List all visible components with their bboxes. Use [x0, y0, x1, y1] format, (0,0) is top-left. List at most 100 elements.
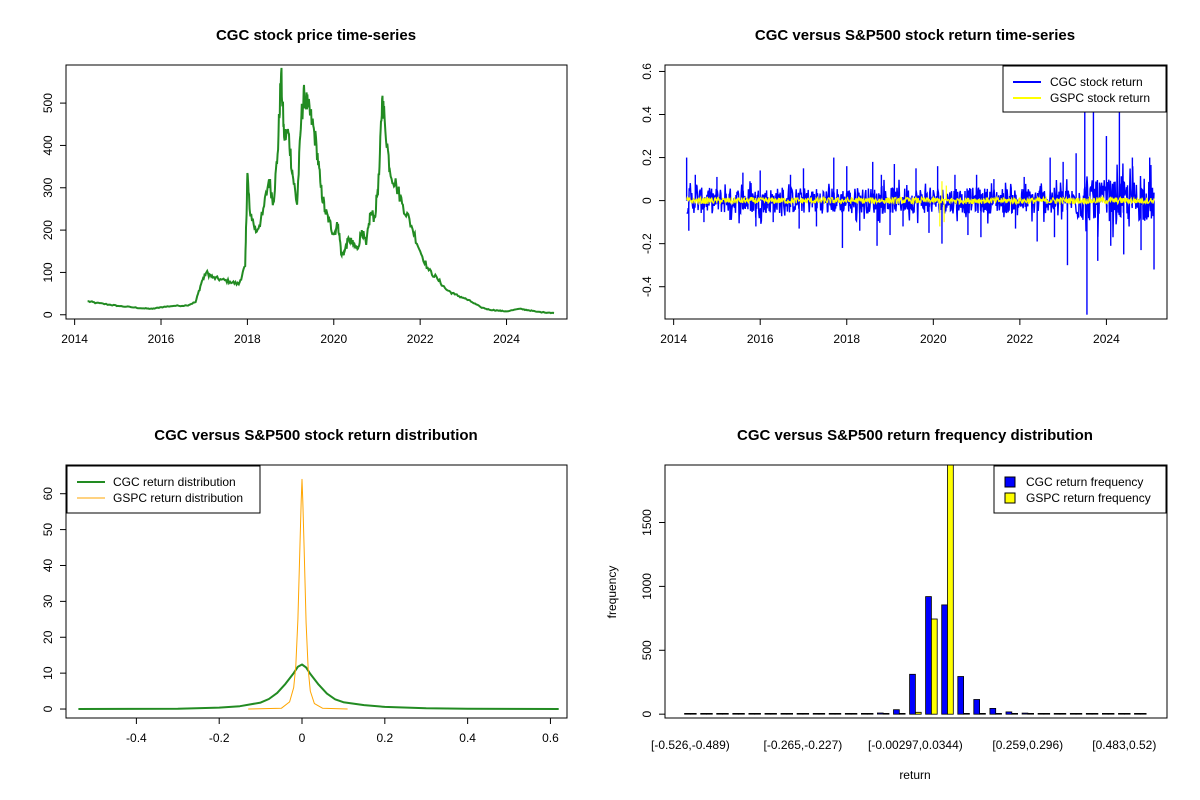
y-tick-label: -0.4 — [640, 276, 654, 297]
cgc-frequency-bar — [1037, 713, 1045, 715]
x-tick-label: 2016 — [148, 332, 175, 346]
x-tick-label: 2014 — [660, 332, 687, 346]
legend-box — [66, 465, 261, 514]
gspc-frequency-bar — [1091, 713, 1099, 715]
legend-label-gspc: GSPC return distribution — [113, 491, 243, 505]
x-tick-label: 2014 — [61, 332, 88, 346]
gspc-frequency-bar — [866, 713, 874, 715]
x-tick-label: [0.483,0.52) — [1092, 738, 1156, 752]
y-tick-label: 0.4 — [640, 106, 654, 123]
y-axis: 0 100 200 300 400 500 — [41, 93, 66, 318]
x-tick-label: 2022 — [1007, 332, 1034, 346]
cgc-frequency-bar — [909, 673, 916, 715]
y-tick-label: 0.2 — [640, 149, 654, 166]
x-tick-label: 0.4 — [459, 731, 476, 745]
cgc-frequency-bar — [796, 713, 804, 715]
legend-label-gspc: GSPC stock return — [1050, 91, 1150, 105]
gspc-frequency-bar — [754, 713, 761, 715]
y-tick-label: 300 — [41, 177, 55, 197]
x-tick-label: [-0.265,-0.227) — [764, 738, 843, 752]
gspc-frequency-bar — [690, 713, 697, 715]
plot-frame — [65, 64, 568, 320]
legend-label-gspc: GSPC return frequency — [1026, 491, 1151, 505]
x-tick-label: 2018 — [833, 332, 860, 346]
cgc-frequency-bar — [1085, 713, 1093, 715]
y-tick-label: 0 — [640, 197, 654, 204]
y-tick-label: 1000 — [640, 573, 654, 600]
gspc-frequency-bar — [722, 713, 729, 715]
cgc-frequency-bar — [748, 713, 756, 715]
x-tick-label: 0.2 — [376, 731, 393, 745]
y-tick-label: 30 — [41, 594, 55, 608]
legend-label-cgc: CGC return distribution — [113, 475, 236, 489]
y-tick-label: 1500 — [640, 509, 654, 536]
y-axis: -0.4 -0.2 0 0.2 0.4 0.6 — [640, 63, 665, 297]
gspc-frequency-bar — [1059, 713, 1067, 715]
gspc-return-line — [686, 195, 1155, 206]
cgc-frequency-bar — [780, 713, 788, 715]
cgc-frequency-bar — [812, 713, 820, 715]
y-axis: 0 500 1000 1500 — [640, 509, 665, 718]
cgc-frequency-bar — [732, 713, 739, 715]
cgc-frequency-bar — [764, 713, 772, 715]
gspc-frequency-bar — [738, 713, 745, 715]
cgc-return-line — [686, 163, 1155, 238]
gspc-frequency-bar — [802, 713, 810, 715]
cgc-frequency-bar — [877, 712, 884, 715]
plot-frame — [65, 464, 568, 719]
gspc-frequency-bar — [818, 713, 826, 715]
x-tick-label: -0.4 — [126, 731, 147, 745]
legend: CGC return frequency GSPC return frequen… — [993, 465, 1167, 514]
gspc-frequency-bar — [898, 713, 906, 715]
x-tick-label: [-0.526,-0.489) — [651, 738, 730, 752]
y-axis-label: frequency — [605, 566, 619, 619]
y-tick-label: 50 — [41, 523, 55, 537]
y-tick-label: 20 — [41, 630, 55, 644]
x-tick-label: [0.259,0.296) — [992, 738, 1063, 752]
x-axis: 2014 2016 2018 2020 2022 2024 — [61, 319, 520, 346]
gspc-frequency-bar — [786, 713, 793, 715]
cgc-frequency-bar — [1134, 713, 1141, 715]
legend-box — [1002, 65, 1167, 113]
y-tick-label: 60 — [41, 487, 55, 501]
y-tick-label: 0 — [41, 311, 55, 318]
cgc-frequency-bar — [941, 604, 948, 715]
gspc-frequency-bar — [1011, 713, 1018, 715]
chart-title: CGC versus S&P500 stock return time-seri… — [755, 27, 1075, 44]
cgc-frequency-bar — [844, 713, 852, 715]
y-axis: 0 10 20 30 40 50 60 — [41, 487, 66, 712]
plot-area — [78, 478, 559, 710]
gspc-frequency-bar — [1107, 713, 1115, 715]
cgc-frequency-bar — [684, 713, 691, 715]
cgc-frequency-bar — [700, 713, 707, 715]
legend-label-cgc: CGC stock return — [1050, 75, 1143, 89]
y-tick-label: 100 — [41, 262, 55, 282]
cgc-frequency-bar — [925, 596, 932, 715]
gspc-frequency-bar — [1139, 713, 1147, 715]
cgc-frequency-bar — [893, 709, 900, 715]
x-tick-label: -0.2 — [209, 731, 230, 745]
y-tick-label: 0 — [41, 705, 55, 712]
y-tick-label: 400 — [41, 135, 55, 155]
gspc-frequency-bar — [770, 713, 777, 715]
plot-area — [684, 464, 1147, 715]
gspc-frequency-bar — [1027, 713, 1035, 715]
gspc-frequency-bar — [995, 713, 1002, 715]
y-tick-label: 40 — [41, 558, 55, 572]
y-tick-label: -0.2 — [640, 233, 654, 254]
cgc-frequency-bar — [1069, 713, 1077, 715]
chart-title: CGC versus S&P500 stock return distribut… — [154, 427, 477, 444]
plot-frame — [664, 464, 1168, 719]
gspc-frequency-bar — [1123, 713, 1131, 715]
x-axis: 2014 2016 2018 2020 2022 2024 — [660, 319, 1120, 346]
panel-return-histogram: CGC versus S&P500 return frequency distr… — [605, 427, 1168, 782]
chart-title: CGC versus S&P500 return frequency distr… — [737, 427, 1093, 444]
y-tick-label: 200 — [41, 220, 55, 240]
x-tick-label: 2020 — [320, 332, 347, 346]
gspc-frequency-bar — [834, 713, 842, 715]
cgc-frequency-bar — [957, 676, 964, 715]
plot-frame — [664, 64, 1168, 320]
cgc-frequency-bar — [861, 713, 868, 715]
legend: CGC stock return GSPC stock return — [1002, 65, 1167, 113]
